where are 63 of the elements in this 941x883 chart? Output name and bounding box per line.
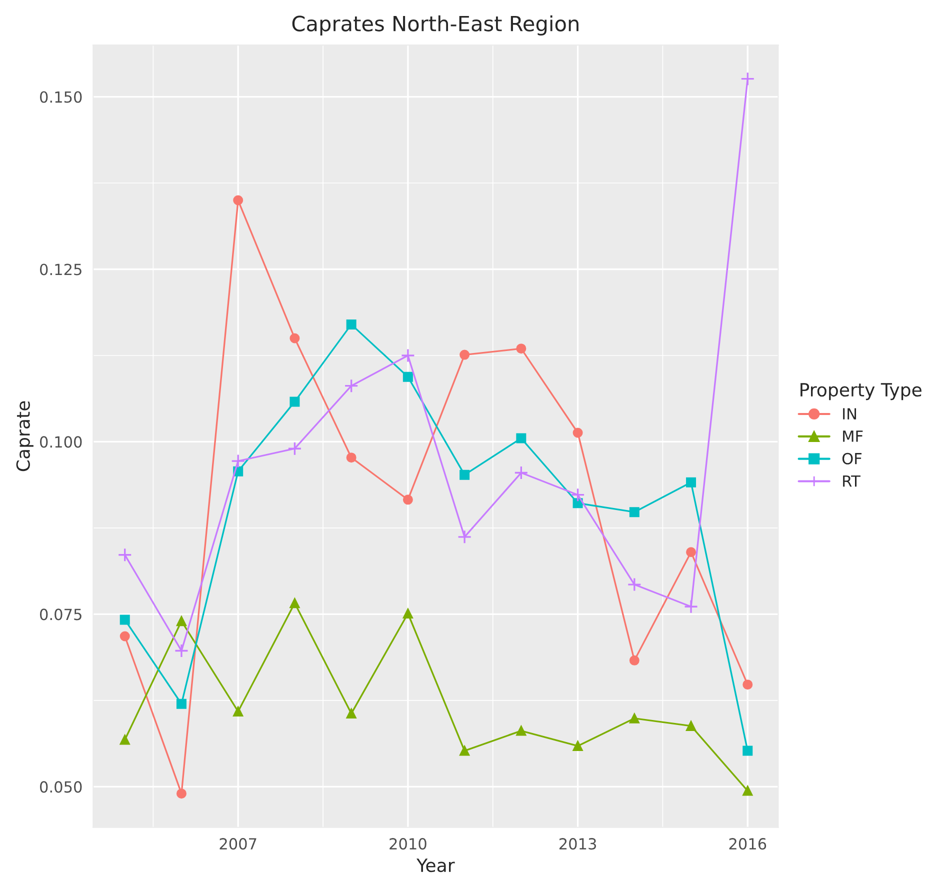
point — [460, 470, 470, 480]
point — [460, 746, 470, 756]
legend-label: IN — [843, 408, 856, 420]
point — [742, 746, 753, 756]
point — [402, 608, 413, 619]
point — [233, 195, 244, 206]
point — [516, 726, 526, 736]
chart-title: Caprates North-East Region — [292, 15, 578, 36]
point — [684, 600, 698, 614]
point — [120, 734, 130, 745]
point — [290, 333, 300, 344]
legend-label: RT — [843, 475, 860, 487]
y-tick-label: 0.125 — [40, 264, 82, 276]
point — [176, 616, 186, 626]
point — [627, 577, 642, 592]
point — [233, 706, 244, 716]
point — [629, 713, 640, 724]
point — [288, 442, 302, 456]
y-tick-label: 0.075 — [40, 608, 82, 620]
x-tick-label: 2010 — [390, 838, 426, 850]
point — [176, 698, 186, 709]
point — [402, 494, 413, 505]
point — [120, 614, 130, 625]
point — [346, 452, 356, 463]
point — [740, 72, 755, 86]
point — [174, 644, 189, 658]
point — [290, 396, 300, 407]
x-tick-label: 2007 — [220, 838, 256, 850]
point — [516, 433, 526, 444]
y-tick-label: 0.050 — [40, 781, 82, 793]
point — [686, 477, 696, 488]
legend-label: OF — [842, 452, 862, 464]
y-tick-label: 0.100 — [40, 436, 82, 448]
legend-label: MF — [843, 430, 863, 442]
point — [516, 344, 526, 354]
x-tick-label: 2016 — [729, 838, 766, 850]
point — [344, 378, 358, 393]
point — [402, 372, 413, 382]
point — [400, 348, 416, 363]
point — [742, 786, 753, 796]
point — [118, 548, 132, 562]
point — [742, 680, 753, 690]
point — [231, 454, 246, 468]
point — [457, 530, 472, 544]
point — [346, 708, 356, 719]
point — [686, 720, 696, 731]
legend-title: Property Type — [800, 383, 922, 400]
point — [346, 319, 356, 330]
point — [629, 655, 640, 666]
point — [629, 507, 640, 518]
point — [460, 350, 470, 360]
y-axis-title: Caprate — [16, 401, 34, 472]
point — [290, 598, 300, 608]
y-tick-label: 0.150 — [40, 91, 82, 103]
point — [572, 740, 583, 751]
point — [572, 428, 583, 438]
point — [570, 488, 585, 502]
point — [120, 631, 130, 642]
point — [176, 788, 186, 799]
x-tick-label: 2013 — [559, 838, 596, 850]
point — [514, 466, 528, 480]
x-axis-title: Year — [416, 858, 455, 872]
point — [686, 547, 696, 558]
